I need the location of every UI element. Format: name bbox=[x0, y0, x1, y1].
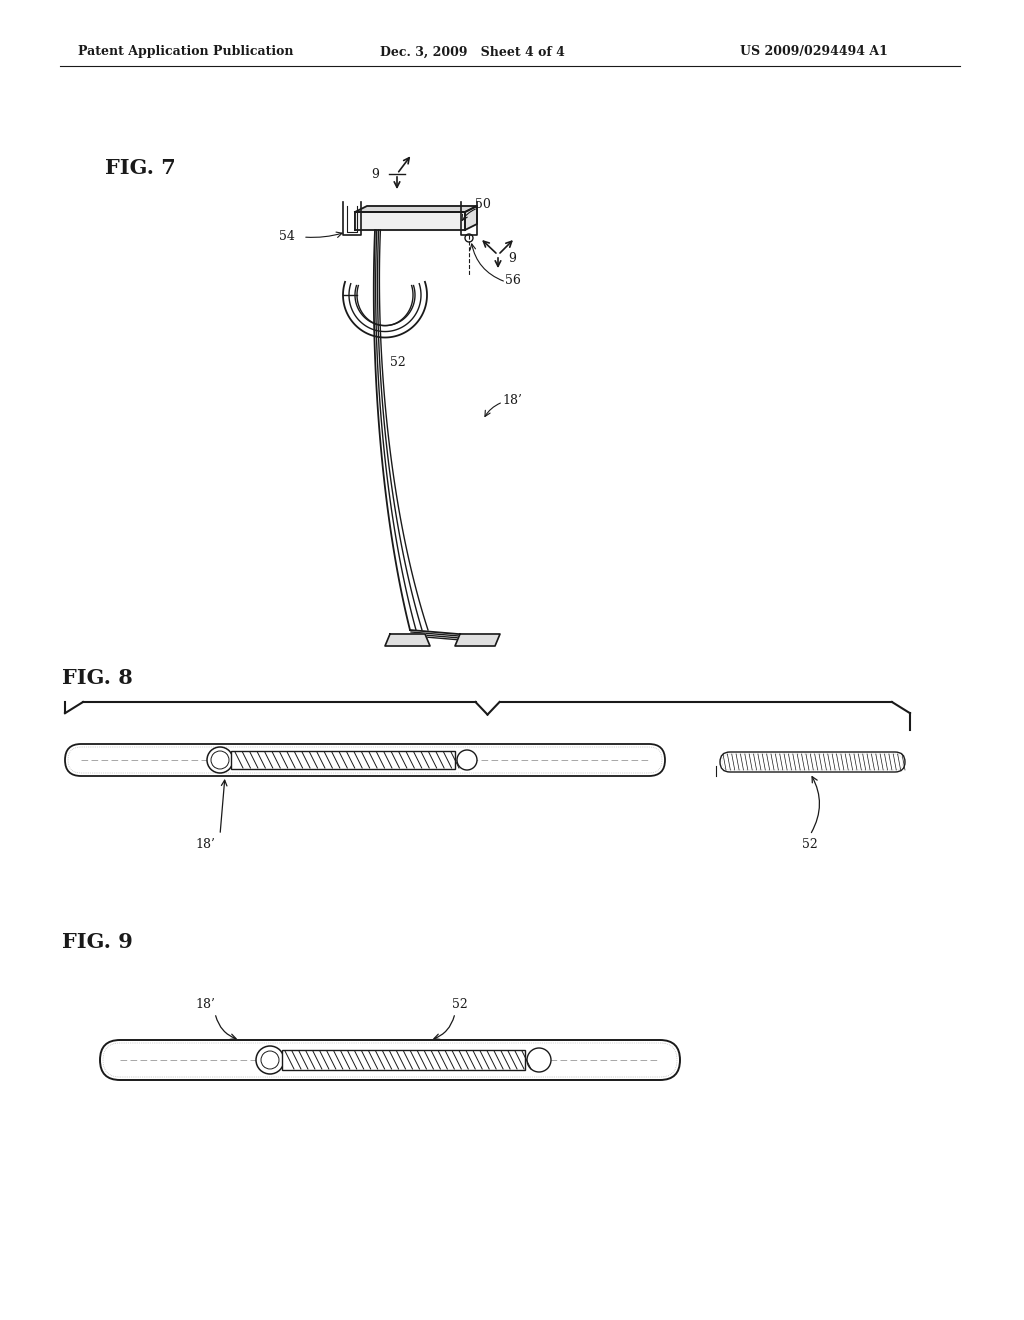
Text: 52: 52 bbox=[802, 838, 818, 851]
Text: 18’: 18’ bbox=[195, 998, 215, 1011]
Text: 56: 56 bbox=[505, 273, 521, 286]
Text: 18’: 18’ bbox=[502, 393, 522, 407]
Text: FIG. 8: FIG. 8 bbox=[62, 668, 133, 688]
Polygon shape bbox=[355, 213, 465, 230]
Polygon shape bbox=[385, 634, 430, 645]
FancyBboxPatch shape bbox=[720, 752, 905, 772]
FancyBboxPatch shape bbox=[65, 744, 665, 776]
Text: Patent Application Publication: Patent Application Publication bbox=[78, 45, 294, 58]
Text: 54: 54 bbox=[280, 231, 295, 243]
Polygon shape bbox=[455, 634, 500, 645]
Circle shape bbox=[256, 1045, 284, 1074]
Text: FIG. 9: FIG. 9 bbox=[62, 932, 133, 952]
Polygon shape bbox=[465, 206, 477, 230]
Circle shape bbox=[527, 1048, 551, 1072]
Text: 9: 9 bbox=[371, 168, 379, 181]
Text: 52: 52 bbox=[453, 998, 468, 1011]
Circle shape bbox=[457, 750, 477, 770]
Text: 18’: 18’ bbox=[195, 838, 215, 851]
Polygon shape bbox=[355, 206, 477, 213]
Text: FIG. 7: FIG. 7 bbox=[105, 158, 176, 178]
Text: 9: 9 bbox=[508, 252, 516, 264]
Bar bbox=[282, 1049, 525, 1071]
Text: US 2009/0294494 A1: US 2009/0294494 A1 bbox=[740, 45, 888, 58]
Text: 50: 50 bbox=[475, 198, 490, 211]
Circle shape bbox=[207, 747, 233, 774]
Bar bbox=[231, 751, 455, 770]
FancyBboxPatch shape bbox=[100, 1040, 680, 1080]
Text: Dec. 3, 2009   Sheet 4 of 4: Dec. 3, 2009 Sheet 4 of 4 bbox=[380, 45, 565, 58]
Text: 52: 52 bbox=[390, 355, 406, 368]
